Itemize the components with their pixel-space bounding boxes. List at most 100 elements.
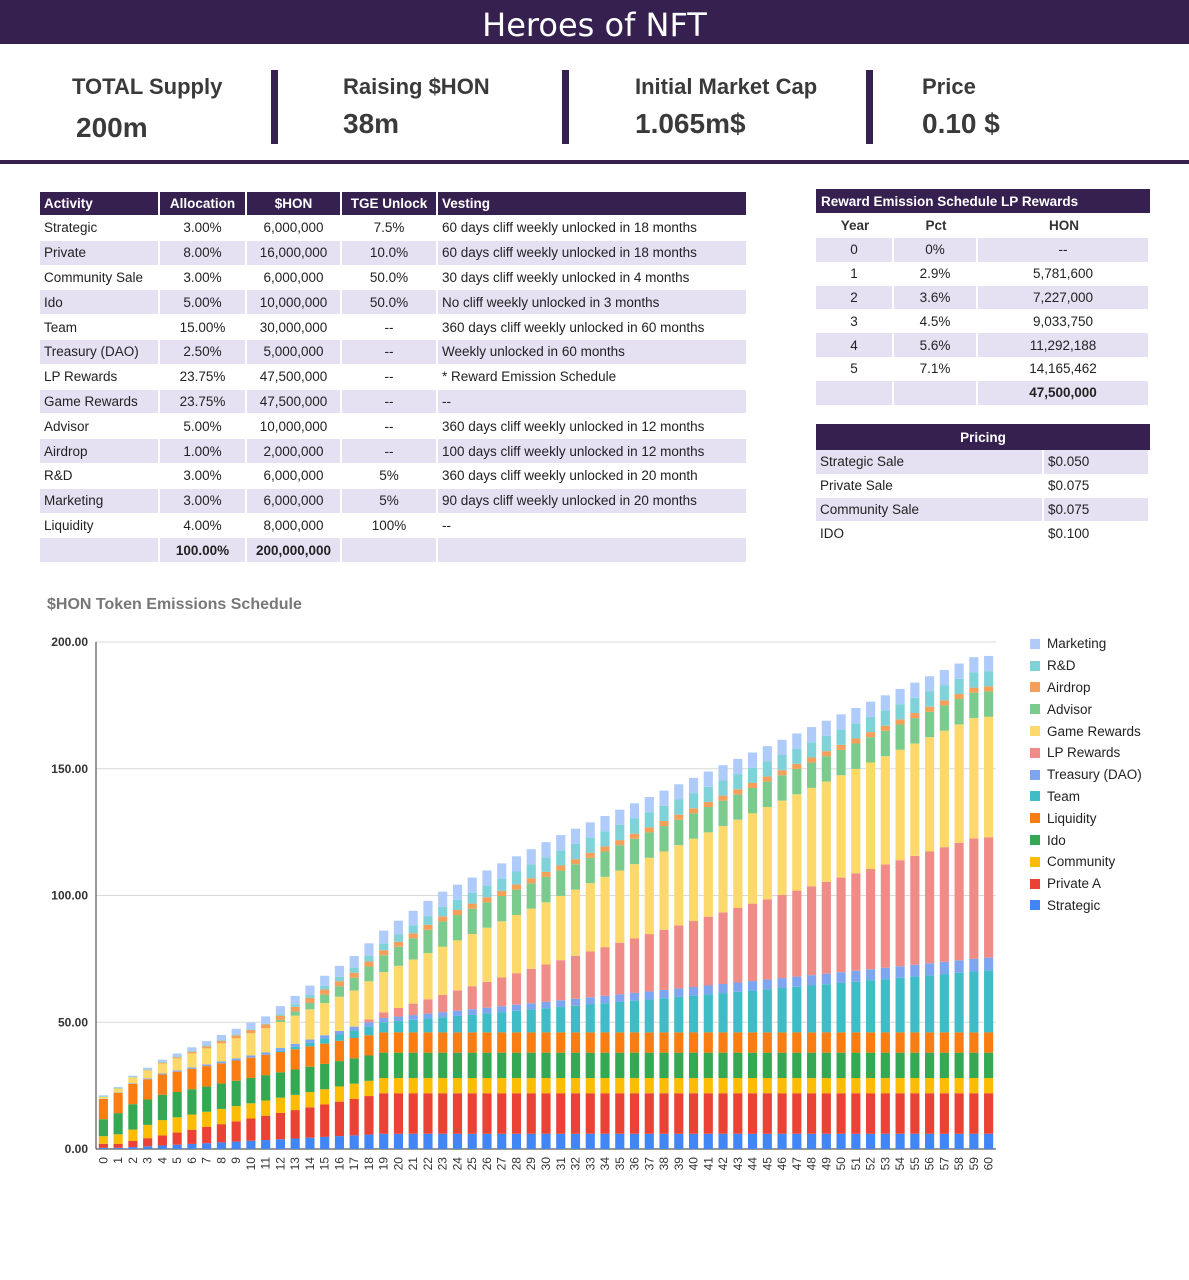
- x-tick-label: 49: [819, 1157, 833, 1171]
- x-tick-label: 19: [377, 1157, 391, 1171]
- legend-item: Advisor: [1030, 698, 1142, 720]
- bar-segment: [408, 1052, 418, 1079]
- bar-segment: [202, 1066, 212, 1087]
- bar-segment: [511, 914, 522, 974]
- bar-segment: [290, 1043, 300, 1047]
- bar-segment: [777, 770, 787, 776]
- bar-segment: [792, 976, 802, 987]
- bar-segment: [482, 1013, 492, 1033]
- x-tick-label: 3: [141, 1157, 155, 1164]
- legend-item: Liquidity: [1030, 807, 1142, 829]
- bar-segment: [954, 693, 964, 700]
- bar-segment: [688, 1032, 699, 1053]
- table-cell: 100.00%: [160, 537, 247, 563]
- bar-segment: [364, 1096, 374, 1135]
- bar-segment: [320, 1089, 330, 1105]
- bar-segment: [600, 1003, 610, 1033]
- bar-segment: [379, 972, 389, 1013]
- table-cell: 1: [816, 261, 894, 286]
- bar-segment: [320, 1104, 330, 1137]
- bar-segment: [216, 1043, 226, 1062]
- legend-item: LP Rewards: [1030, 742, 1142, 764]
- bar-segment: [659, 805, 669, 822]
- table-cell: --: [342, 338, 438, 364]
- table-cell: Community Sale: [40, 264, 160, 290]
- bar-segment: [187, 1050, 197, 1052]
- x-tick-label: 11: [259, 1157, 273, 1170]
- bar-segment: [969, 1133, 979, 1149]
- bar-segment: [939, 1078, 949, 1094]
- bar-segment: [644, 1052, 654, 1079]
- bar-segment: [659, 989, 669, 999]
- bar-segment: [895, 749, 905, 861]
- bar-segment: [290, 1094, 300, 1111]
- bar-segment: [615, 809, 625, 825]
- bar-segment: [231, 1058, 241, 1061]
- bar-segment: [541, 1093, 551, 1134]
- bar-segment: [984, 655, 994, 672]
- bar-segment: [246, 1118, 256, 1141]
- bar-segment: [570, 889, 581, 956]
- bar-segment: [526, 1133, 536, 1149]
- bar-segment: [585, 857, 595, 884]
- bar-segment: [629, 838, 640, 865]
- bar-segment: [526, 1009, 536, 1033]
- bar-segment: [290, 995, 300, 1005]
- bar-segment: [541, 1001, 551, 1009]
- bar-segment: [910, 1032, 920, 1053]
- table-cell: 11,292,188: [978, 333, 1150, 357]
- table-cell: $0.100: [1044, 521, 1150, 546]
- bar-segment: [969, 718, 979, 839]
- legend-swatch: [1030, 726, 1040, 737]
- table-cell: IDO: [816, 521, 1044, 546]
- bar-segment: [128, 1077, 138, 1084]
- x-tick-label: 9: [229, 1157, 243, 1164]
- bar-segment: [275, 1072, 285, 1098]
- bar-segment: [334, 976, 345, 982]
- bar-segment: [172, 1056, 182, 1058]
- table-cell: 360 days cliff weekly unlocked in 12 mon…: [438, 413, 748, 439]
- bar-segment: [836, 982, 846, 1033]
- bar-segment: [733, 1133, 743, 1149]
- bar-segment: [600, 1052, 610, 1079]
- legend-label: Treasury (DAO): [1047, 767, 1142, 783]
- bar-segment: [187, 1143, 197, 1149]
- bar-segment: [644, 999, 654, 1033]
- bar-segment: [526, 849, 536, 865]
- bar-segment: [261, 1100, 271, 1116]
- bar-segment: [113, 1086, 123, 1088]
- bar-segment: [615, 840, 625, 846]
- legend-item: Private A: [1030, 873, 1142, 895]
- bar-segment: [379, 1032, 389, 1053]
- table-cell: 360 days cliff weekly unlocked in 20 mon…: [438, 462, 748, 488]
- legend-item: Game Rewards: [1030, 720, 1142, 742]
- bar-segment: [792, 1093, 802, 1134]
- bar-segment: [836, 729, 846, 745]
- bar-segment: [438, 1032, 448, 1053]
- bar-segment: [408, 910, 418, 926]
- table-row: LP Rewards 23.75% 47,500,000 -- * Reward Emi…: [40, 363, 748, 389]
- bar-segment: [688, 921, 699, 987]
- bar-segment: [659, 1093, 669, 1134]
- bar-segment: [762, 781, 772, 807]
- bar-segment: [629, 1078, 640, 1094]
- table-total-row: 47,500,000: [816, 380, 1150, 405]
- bar-segment: [792, 748, 802, 764]
- bar-segment: [851, 981, 861, 1033]
- bar-segment: [98, 1095, 108, 1097]
- bar-segment: [467, 1032, 477, 1053]
- bar-segment: [408, 1032, 418, 1053]
- bar-segment: [275, 1052, 285, 1073]
- bar-segment: [718, 780, 728, 796]
- bar-segment: [880, 864, 890, 968]
- bar-segment: [821, 720, 831, 736]
- table-row: Treasury (DAO) 2.50% 5,000,000 -- Weekly unl…: [40, 338, 748, 364]
- bar-segment: [807, 787, 817, 887]
- bar-segment: [762, 806, 772, 900]
- x-tick-label: 58: [952, 1157, 966, 1171]
- bar-segment: [939, 1133, 949, 1149]
- table-cell: 1.00%: [160, 438, 247, 463]
- table-cell: 360 days cliff weekly unlocked in 60 mon…: [438, 314, 748, 339]
- bar-segment: [216, 1108, 226, 1125]
- bar-segment: [423, 924, 433, 930]
